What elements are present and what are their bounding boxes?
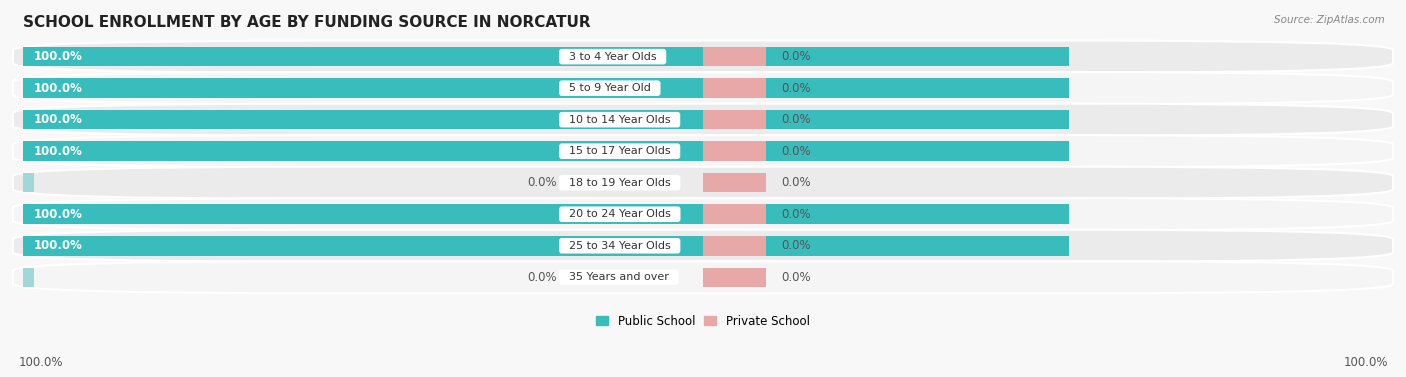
Text: 0.0%: 0.0% — [527, 271, 557, 284]
Text: 100.0%: 100.0% — [34, 113, 83, 126]
Text: 25 to 34 Year Olds: 25 to 34 Year Olds — [562, 241, 678, 251]
Text: 100.0%: 100.0% — [34, 239, 83, 252]
FancyBboxPatch shape — [13, 198, 1393, 230]
FancyBboxPatch shape — [13, 261, 1393, 293]
Text: 18 to 19 Year Olds: 18 to 19 Year Olds — [562, 178, 678, 188]
Bar — [24, 110, 1069, 129]
Bar — [24, 47, 1069, 66]
Bar — [24, 236, 1069, 256]
Text: 0.0%: 0.0% — [782, 82, 811, 95]
FancyBboxPatch shape — [13, 167, 1393, 199]
Bar — [24, 204, 1069, 224]
FancyBboxPatch shape — [13, 230, 1393, 262]
FancyBboxPatch shape — [13, 104, 1393, 136]
Text: 100.0%: 100.0% — [34, 145, 83, 158]
Text: 0.0%: 0.0% — [782, 208, 811, 221]
Text: 15 to 17 Year Olds: 15 to 17 Year Olds — [562, 146, 678, 156]
Bar — [703, 78, 766, 98]
Text: 0.0%: 0.0% — [782, 271, 811, 284]
Text: 100.0%: 100.0% — [34, 50, 83, 63]
Text: 100.0%: 100.0% — [1343, 357, 1388, 369]
Legend: Public School, Private School: Public School, Private School — [592, 310, 814, 333]
Text: 5 to 9 Year Old: 5 to 9 Year Old — [562, 83, 658, 93]
Text: 0.0%: 0.0% — [527, 176, 557, 189]
Text: 3 to 4 Year Olds: 3 to 4 Year Olds — [562, 52, 664, 62]
Text: 35 Years and over: 35 Years and over — [562, 272, 676, 282]
FancyBboxPatch shape — [13, 41, 1393, 73]
Text: 100.0%: 100.0% — [34, 82, 83, 95]
Text: 20 to 24 Year Olds: 20 to 24 Year Olds — [562, 209, 678, 219]
FancyBboxPatch shape — [13, 72, 1393, 104]
Bar — [24, 141, 1069, 161]
Text: 100.0%: 100.0% — [34, 208, 83, 221]
Bar — [703, 268, 766, 287]
Text: 0.0%: 0.0% — [782, 176, 811, 189]
Bar — [703, 204, 766, 224]
Bar — [24, 173, 34, 193]
Bar — [703, 173, 766, 193]
Bar — [24, 268, 34, 287]
Text: SCHOOL ENROLLMENT BY AGE BY FUNDING SOURCE IN NORCATUR: SCHOOL ENROLLMENT BY AGE BY FUNDING SOUR… — [24, 15, 591, 30]
Bar — [703, 47, 766, 66]
Bar — [703, 110, 766, 129]
Text: 0.0%: 0.0% — [782, 145, 811, 158]
Bar — [703, 236, 766, 256]
Text: 100.0%: 100.0% — [18, 357, 63, 369]
FancyBboxPatch shape — [13, 135, 1393, 167]
Text: Source: ZipAtlas.com: Source: ZipAtlas.com — [1274, 15, 1385, 25]
Text: 0.0%: 0.0% — [782, 113, 811, 126]
Text: 0.0%: 0.0% — [782, 239, 811, 252]
Text: 10 to 14 Year Olds: 10 to 14 Year Olds — [562, 115, 678, 125]
Text: 0.0%: 0.0% — [782, 50, 811, 63]
Bar — [703, 141, 766, 161]
Bar — [24, 78, 1069, 98]
